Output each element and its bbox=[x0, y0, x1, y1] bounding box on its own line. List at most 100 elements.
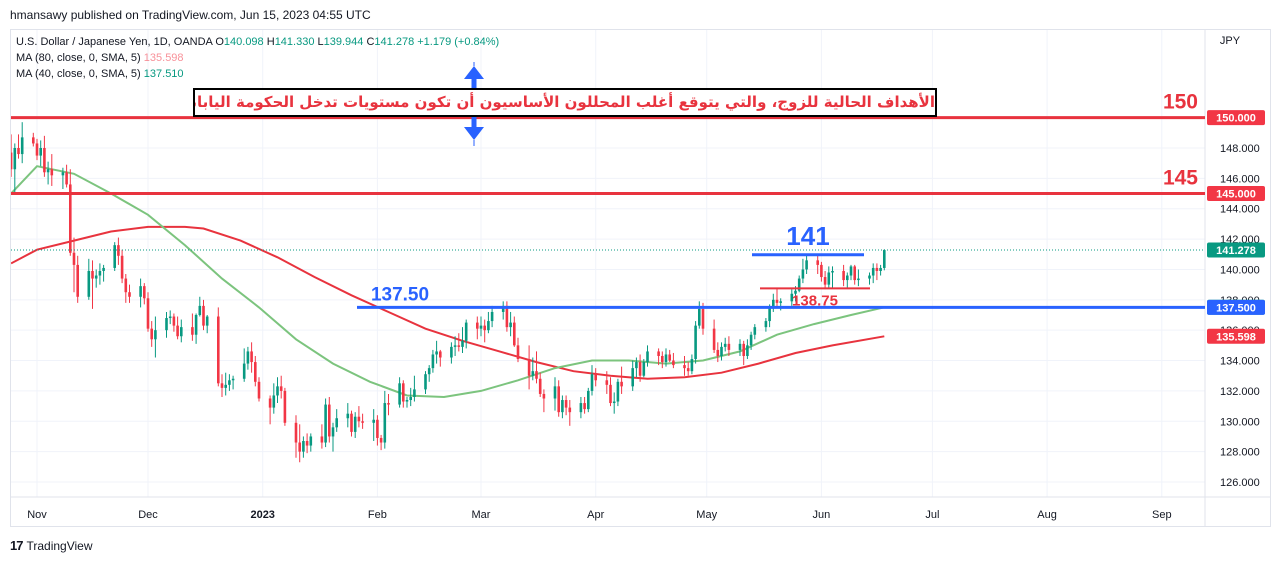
candle-body bbox=[372, 419, 375, 423]
candle bbox=[191, 313, 194, 341]
candle-body bbox=[32, 137, 35, 144]
candle-body bbox=[605, 380, 609, 385]
candle-body bbox=[120, 255, 124, 279]
candle-body bbox=[87, 270, 91, 297]
candle-body bbox=[302, 441, 305, 452]
candle-body bbox=[816, 260, 819, 265]
candle-body bbox=[72, 252, 76, 265]
candle-body bbox=[146, 298, 150, 329]
candle bbox=[476, 316, 479, 340]
candle bbox=[587, 387, 590, 413]
y-tick-label: 130.000 bbox=[1220, 416, 1260, 428]
candle-body bbox=[46, 169, 50, 173]
candle bbox=[124, 274, 128, 303]
y-tick-label: 140.000 bbox=[1220, 264, 1260, 276]
candle bbox=[683, 355, 686, 376]
x-tick-label: Feb bbox=[368, 509, 387, 521]
candle-body bbox=[405, 400, 409, 402]
candle-body bbox=[383, 403, 387, 443]
candle-body bbox=[775, 299, 779, 303]
candle bbox=[372, 409, 375, 442]
candle bbox=[716, 342, 720, 363]
x-tick-label: Sep bbox=[1152, 509, 1172, 521]
arrow-up-icon bbox=[464, 66, 484, 79]
candle bbox=[302, 436, 305, 458]
legend-ohlc: U.S. Dollar / Japanese Yen, 1D, OANDA O1… bbox=[16, 34, 499, 50]
candle bbox=[402, 380, 405, 408]
y-tick-label: 148.000 bbox=[1220, 143, 1260, 155]
x-tick-label: Apr bbox=[587, 509, 604, 521]
candle-body bbox=[657, 351, 660, 356]
candle-body bbox=[361, 421, 364, 423]
candle-body bbox=[727, 343, 731, 350]
candle-body bbox=[464, 322, 468, 341]
candle-body bbox=[490, 311, 494, 322]
change-value: +1.179 (+0.84%) bbox=[417, 36, 500, 48]
footer: 17 TradingView bbox=[10, 538, 93, 553]
candle bbox=[383, 390, 387, 449]
candle bbox=[453, 336, 457, 356]
moving-averages bbox=[11, 165, 885, 399]
candle-body bbox=[820, 264, 823, 278]
candle-body bbox=[272, 395, 276, 408]
candle-body bbox=[868, 275, 871, 279]
candle bbox=[113, 242, 116, 271]
candle-body bbox=[250, 351, 253, 363]
price-tag-bg bbox=[1207, 242, 1265, 258]
candle bbox=[672, 352, 675, 369]
candle bbox=[242, 348, 246, 382]
candle-body bbox=[686, 368, 690, 372]
candle bbox=[690, 354, 694, 375]
candle-body bbox=[501, 305, 505, 312]
annotation-box: الأهداف الحالية للزوج، والتي يتوقع أغلب … bbox=[193, 88, 937, 117]
candle bbox=[727, 336, 731, 356]
candle-body bbox=[124, 278, 128, 293]
candle-body bbox=[205, 316, 209, 326]
candle bbox=[501, 301, 505, 320]
candle bbox=[820, 261, 823, 282]
candle bbox=[827, 266, 831, 288]
ma80-label: MA (80, close, 0, SMA, 5) bbox=[16, 52, 141, 64]
candle-body bbox=[143, 286, 146, 299]
candle bbox=[568, 400, 572, 426]
candle bbox=[328, 396, 331, 443]
candle bbox=[553, 377, 557, 411]
price-tag-bg bbox=[1207, 328, 1265, 344]
candle-body bbox=[424, 374, 427, 390]
candle-body bbox=[505, 305, 509, 328]
chart-legend: U.S. Dollar / Japanese Yen, 1D, OANDA O1… bbox=[16, 34, 499, 82]
candle bbox=[94, 269, 98, 288]
brand-name: TradingView bbox=[26, 538, 93, 553]
candle bbox=[361, 413, 364, 429]
candle-body bbox=[487, 321, 490, 331]
candle-body bbox=[476, 322, 479, 329]
ma80-value: 135.598 bbox=[143, 52, 184, 64]
candle-body bbox=[701, 308, 705, 329]
candle-body bbox=[309, 436, 313, 446]
candle bbox=[194, 313, 198, 344]
chart-frame bbox=[10, 29, 1271, 527]
ma40-value: 137.510 bbox=[143, 68, 184, 80]
close-value: 141.278 bbox=[374, 36, 415, 48]
candle-body bbox=[853, 266, 856, 281]
candle bbox=[483, 319, 486, 343]
candle bbox=[228, 374, 231, 391]
candle bbox=[609, 377, 612, 407]
candle-body bbox=[561, 400, 564, 413]
candle-body bbox=[20, 137, 24, 155]
candle-body bbox=[883, 250, 886, 268]
candle bbox=[217, 307, 220, 387]
candle-body bbox=[642, 362, 646, 376]
candle bbox=[268, 395, 272, 425]
candle bbox=[720, 342, 723, 361]
candle bbox=[842, 264, 845, 287]
candle bbox=[231, 375, 235, 390]
x-tick-label: Nov bbox=[27, 509, 47, 521]
candle-body bbox=[435, 351, 438, 355]
candle-body bbox=[324, 404, 327, 443]
candle bbox=[427, 365, 431, 382]
candle bbox=[279, 375, 283, 399]
candle-body bbox=[509, 322, 512, 328]
candle-body bbox=[794, 290, 797, 294]
